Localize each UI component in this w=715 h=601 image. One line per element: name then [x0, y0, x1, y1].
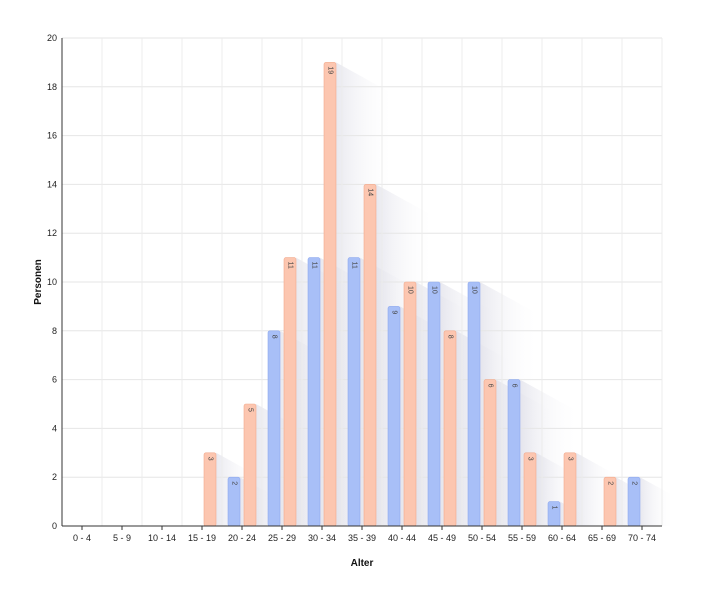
bar-value-label: 10 — [431, 286, 438, 294]
bar — [307, 257, 321, 527]
bar-value-label: 10 — [407, 286, 414, 294]
bar-value-label: 9 — [391, 310, 398, 314]
x-tick-label: 10 - 14 — [148, 533, 176, 543]
y-tick-label: 16 — [47, 131, 57, 141]
y-tick-label: 18 — [47, 82, 57, 92]
bar — [563, 452, 577, 527]
bar-value-label: 10 — [471, 286, 478, 294]
bar — [243, 403, 257, 527]
bar — [427, 281, 441, 527]
x-tick-label: 40 - 44 — [388, 533, 416, 543]
x-tick-label: 70 - 74 — [628, 533, 656, 543]
bar-value-label: 3 — [207, 457, 214, 461]
bar-value-label: 8 — [447, 335, 454, 339]
bar-value-label: 3 — [527, 457, 534, 461]
bar-value-label: 6 — [511, 384, 518, 388]
x-tick-label: 60 - 64 — [548, 533, 576, 543]
bar — [203, 452, 217, 527]
bar — [283, 257, 297, 527]
x-tick-label: 45 - 49 — [428, 533, 456, 543]
x-tick-label: 30 - 34 — [308, 533, 336, 543]
x-tick-label: 50 - 54 — [468, 533, 496, 543]
bar — [387, 306, 401, 527]
bar-value-label: 6 — [487, 384, 494, 388]
bar-value-label: 19 — [327, 66, 334, 74]
bar-value-label: 5 — [247, 408, 254, 412]
bar — [523, 452, 537, 527]
x-tick-label: 55 - 59 — [508, 533, 536, 543]
y-tick-label: 0 — [52, 521, 57, 531]
bar — [267, 330, 281, 527]
bar-value-label: 11 — [311, 262, 318, 269]
x-tick-label: 5 - 9 — [113, 533, 131, 543]
bar-value-label: 14 — [367, 188, 374, 196]
x-axis-title: Alter — [351, 558, 374, 569]
x-tick-label: 25 - 29 — [268, 533, 296, 543]
bar-value-label: 2 — [631, 481, 638, 485]
bar-value-label: 1 — [551, 506, 558, 510]
y-axis-title: Personen — [33, 259, 44, 305]
bar — [467, 281, 481, 527]
bar — [347, 257, 361, 527]
y-tick-label: 20 — [47, 33, 57, 43]
x-tick-label: 65 - 69 — [588, 533, 616, 543]
bar — [507, 379, 521, 527]
bar-value-label: 8 — [271, 335, 278, 339]
bar-value-label: 2 — [231, 481, 238, 485]
bar — [403, 281, 417, 527]
y-tick-label: 14 — [47, 179, 57, 189]
y-tick-label: 6 — [52, 375, 57, 385]
bar-shadow — [640, 477, 676, 526]
y-tick-label: 2 — [52, 472, 57, 482]
y-tick-label: 8 — [52, 326, 57, 336]
bar — [363, 184, 377, 527]
bar — [483, 379, 497, 527]
x-tick-label: 15 - 19 — [188, 533, 216, 543]
y-tick-label: 4 — [52, 423, 57, 433]
bar-value-label: 2 — [607, 481, 614, 485]
x-tick-label: 35 - 39 — [348, 533, 376, 543]
bar — [443, 330, 457, 527]
bar-value-label: 11 — [287, 262, 294, 269]
bar-value-label: 11 — [351, 262, 358, 269]
bar — [323, 62, 337, 527]
x-tick-label: 0 - 4 — [73, 533, 91, 543]
y-tick-label: 12 — [47, 228, 57, 238]
x-tick-label: 20 - 24 — [228, 533, 256, 543]
y-tick-label: 10 — [47, 277, 57, 287]
bar-value-label: 3 — [567, 457, 574, 461]
